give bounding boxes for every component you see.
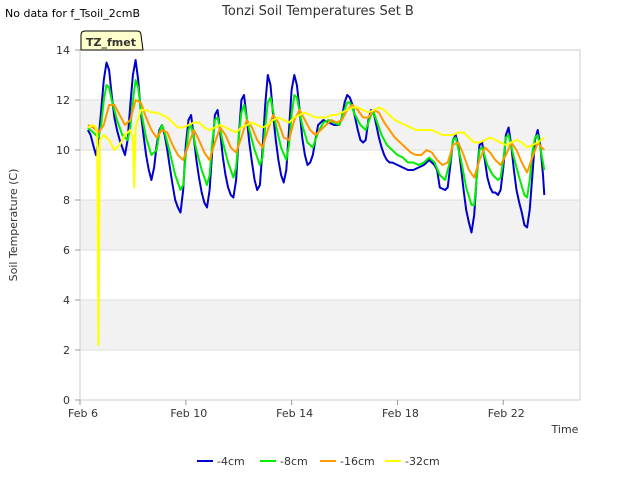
x-tick-label: Feb 6 bbox=[68, 407, 98, 420]
legend-label: -8cm bbox=[280, 455, 308, 468]
plot-band bbox=[80, 50, 580, 100]
plot-band bbox=[80, 300, 580, 350]
plot-band bbox=[80, 350, 580, 400]
legend-label: -16cm bbox=[340, 455, 375, 468]
y-tick-label: 4 bbox=[63, 294, 70, 307]
legend-label: -4cm bbox=[217, 455, 245, 468]
legend: -4cm -8cm -16cm -32cm bbox=[197, 455, 440, 468]
series-layer bbox=[87, 59, 546, 346]
x-axis-ticks: Feb 6 Feb 10 Feb 14 Feb 18 Feb 22 bbox=[68, 400, 525, 420]
legend-item-minus-8cm: -8cm bbox=[260, 455, 308, 468]
x-tick-label: Feb 18 bbox=[382, 407, 419, 420]
y-tick-label: 8 bbox=[63, 194, 70, 207]
y-tick-label: 0 bbox=[63, 394, 70, 407]
legend-label: -32cm bbox=[405, 455, 440, 468]
legend-item-minus-16cm: -16cm bbox=[320, 455, 375, 468]
plot-band bbox=[80, 250, 580, 300]
plot-frame bbox=[79, 49, 581, 401]
tz-fmet-label: TZ_fmet bbox=[86, 36, 136, 49]
plot-background-bands bbox=[80, 50, 580, 400]
y-tick-label: 14 bbox=[56, 44, 70, 57]
series-line-minus-16cm bbox=[87, 99, 545, 179]
chart-title: Tonzi Soil Temperatures Set B bbox=[221, 4, 414, 19]
plot-band bbox=[80, 150, 580, 200]
legend-item-minus-32cm: -32cm bbox=[385, 455, 440, 468]
y-tick-label: 6 bbox=[63, 244, 70, 257]
x-axis-label: Time bbox=[551, 423, 579, 436]
x-tick-label: Feb 22 bbox=[488, 407, 525, 420]
series-line-minus-32cm bbox=[87, 106, 545, 346]
y-tick-label: 2 bbox=[63, 344, 70, 357]
x-tick-label: Feb 14 bbox=[276, 407, 313, 420]
no-data-note: No data for f_Tsoil_2cmB bbox=[5, 7, 141, 20]
y-tick-label: 10 bbox=[56, 144, 70, 157]
y-axis-ticks: 0 2 4 6 8 10 12 14 bbox=[56, 44, 80, 407]
y-axis-label: Soil Temperature (C) bbox=[7, 169, 20, 282]
legend-item-minus-4cm: -4cm bbox=[197, 455, 245, 468]
plot-band bbox=[80, 200, 580, 250]
y-tick-label: 12 bbox=[56, 94, 70, 107]
x-tick-label: Feb 10 bbox=[170, 407, 207, 420]
tz-fmet-badge: TZ_fmet bbox=[80, 30, 144, 51]
